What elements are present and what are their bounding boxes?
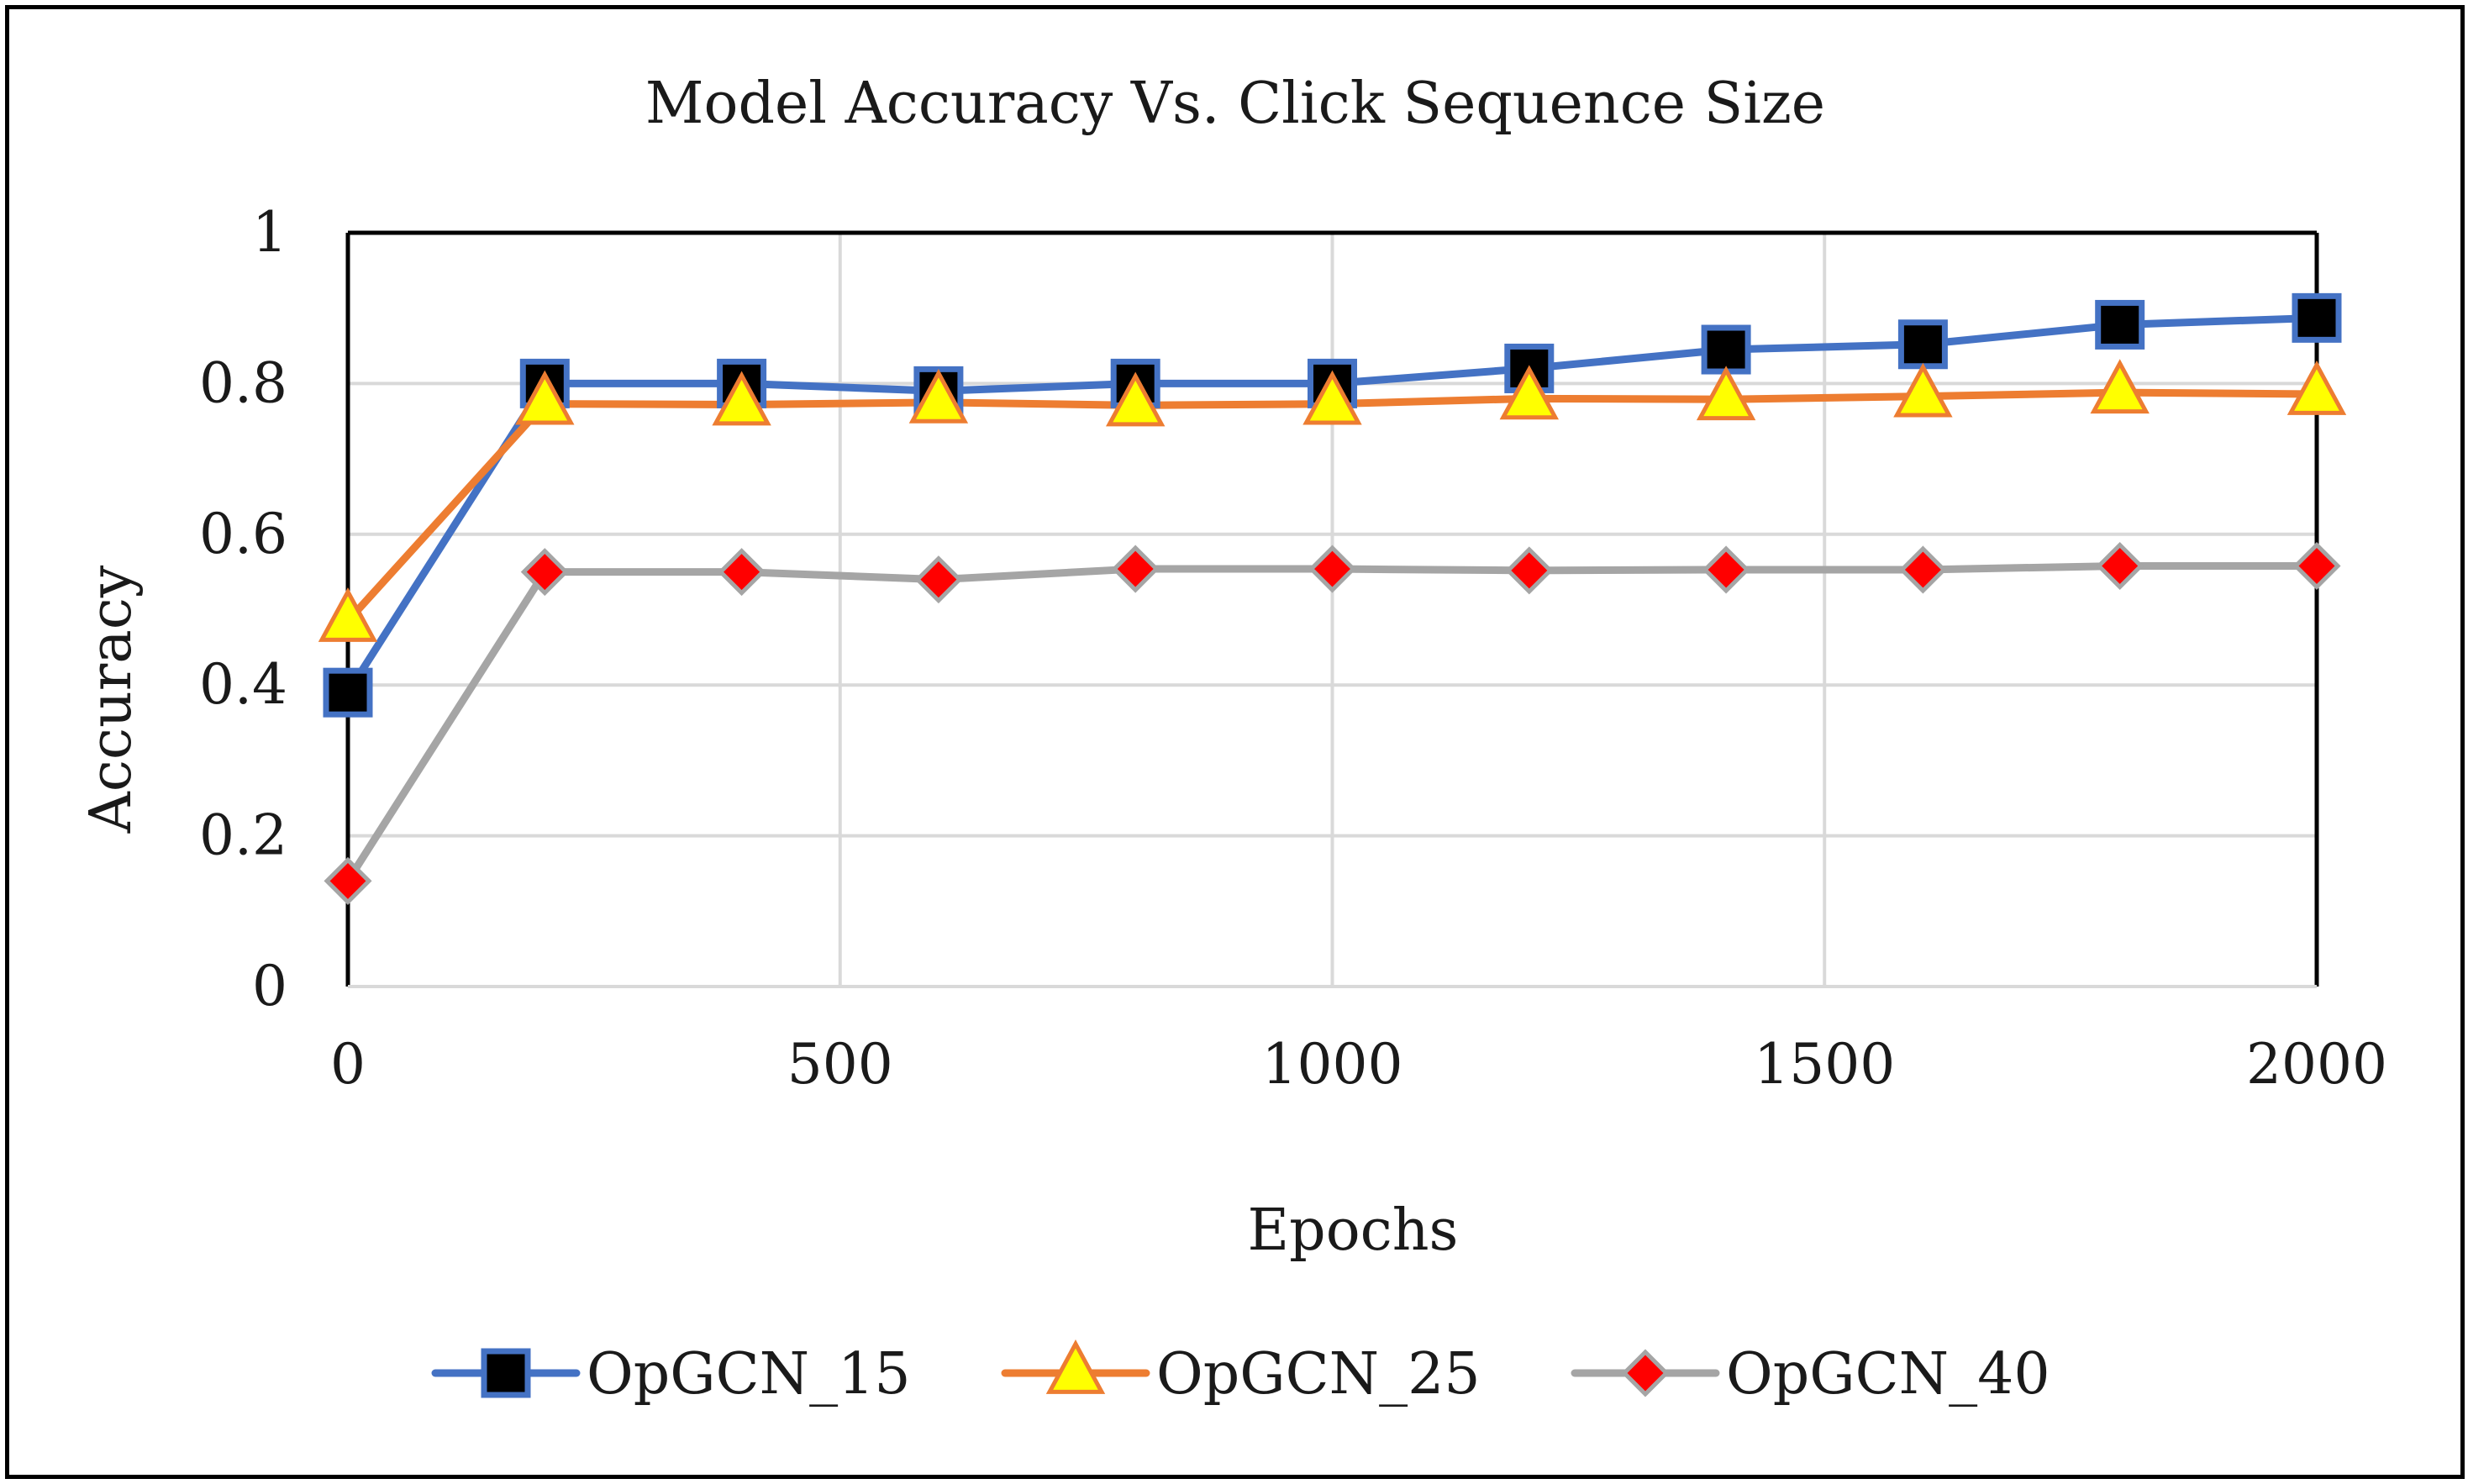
x-tick-label: 1000 [1262, 1032, 1403, 1097]
data-point-opgcn-25 [1893, 362, 1953, 418]
y-tick-label: 1 [252, 200, 287, 265]
y-tick-label: 0.8 [199, 350, 287, 415]
legend-marker-opgcn-15 [481, 1348, 531, 1398]
data-point-opgcn-15 [2292, 292, 2342, 343]
data-point-opgcn-15 [1897, 319, 1948, 370]
data-point-opgcn-25 [908, 368, 969, 424]
data-point-opgcn-25 [318, 587, 378, 642]
data-point-opgcn-25 [712, 371, 771, 426]
legend-label-opgcn-40: OpGCN_40 [1726, 1341, 2050, 1408]
data-point-opgcn-25 [1499, 365, 1560, 420]
data-point-opgcn-25 [2090, 359, 2150, 414]
x-axis-label: Epochs [1248, 1197, 1459, 1264]
data-point-opgcn-40 [2292, 541, 2341, 591]
legend-label-opgcn-15: OpGCN_15 [587, 1341, 911, 1408]
data-point-opgcn-25 [1696, 366, 1756, 421]
data-point-opgcn-25 [1302, 370, 1362, 425]
data-point-opgcn-15 [2095, 299, 2145, 350]
legend-marker-opgcn-25 [1045, 1339, 1106, 1394]
series-markers [318, 292, 2347, 905]
y-tick-label: 0.4 [199, 652, 287, 717]
series-markers-opgcn-25 [318, 359, 2347, 642]
x-tick-label: 500 [787, 1032, 893, 1097]
x-tick-label: 2000 [2246, 1032, 2387, 1097]
y-tick-label: 0.2 [199, 803, 287, 868]
data-point-opgcn-40 [1308, 545, 1357, 593]
data-point-opgcn-40 [520, 548, 569, 597]
data-point-opgcn-15 [1701, 324, 1751, 375]
data-point-opgcn-40 [718, 548, 766, 597]
y-axis-label: Accuracy [78, 565, 145, 834]
legend: OpGCN_15 OpGCN_25 OpGCN_40 [431, 1339, 2050, 1408]
data-point-opgcn-40 [1505, 546, 1554, 595]
data-point-opgcn-40 [914, 555, 963, 604]
data-point-opgcn-40 [2096, 541, 2144, 591]
data-point-opgcn-25 [2286, 360, 2347, 415]
legend-item-opgcn-25: OpGCN_25 [1001, 1339, 1481, 1408]
x-tick-label: 0 [330, 1032, 366, 1097]
legend-marker-opgcn-40 [1621, 1349, 1670, 1397]
y-tick-label: 0.6 [199, 502, 287, 566]
grid-lines [348, 233, 2317, 987]
data-point-opgcn-40 [1898, 545, 1947, 594]
legend-item-opgcn-40: OpGCN_40 [1571, 1341, 2050, 1408]
legend-label-opgcn-25: OpGCN_25 [1156, 1341, 1481, 1408]
chart-title: Model Accuracy Vs. Click Sequence Size [645, 71, 1825, 137]
tick-labels: 0 0.2 0.4 0.6 0.8 1 0 500 1000 1500 2000 [199, 200, 2387, 1097]
data-point-opgcn-15 [323, 667, 373, 718]
data-point-opgcn-25 [515, 370, 575, 425]
chart-frame [5, 5, 2465, 1479]
y-tick-label: 0 [252, 954, 287, 1018]
series-markers-opgcn-40 [324, 541, 2341, 905]
data-point-opgcn-40 [1702, 545, 1750, 594]
data-point-opgcn-40 [324, 856, 372, 905]
data-point-opgcn-40 [1111, 545, 1160, 593]
x-tick-label: 1500 [1754, 1032, 1895, 1097]
data-point-opgcn-25 [1105, 371, 1166, 427]
legend-item-opgcn-15: OpGCN_15 [431, 1341, 911, 1408]
series-group [318, 292, 2347, 905]
